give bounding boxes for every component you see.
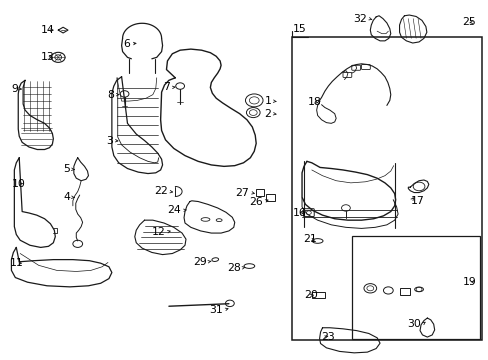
Text: 11: 11 [9,258,23,268]
Text: 4: 4 [63,192,70,202]
Text: 13: 13 [41,52,54,62]
Text: 32: 32 [353,14,366,24]
Text: 27: 27 [235,188,249,198]
Text: 24: 24 [167,206,181,216]
Bar [292,37,482,339]
Text: 31: 31 [208,305,222,315]
Text: 16: 16 [293,208,306,218]
Text: 8: 8 [107,90,114,100]
Text: 19: 19 [462,277,475,287]
Text: 14: 14 [41,25,54,35]
Text: 5: 5 [63,164,70,174]
Text: 30: 30 [407,319,420,329]
Text: 1: 1 [264,96,271,106]
Text: 17: 17 [409,196,423,206]
Text: 3: 3 [106,136,113,145]
Text: 20: 20 [304,291,317,301]
Text: 21: 21 [303,234,316,244]
Text: 29: 29 [192,257,206,267]
Bar [311,292,325,298]
Bar [351,236,479,338]
Text: 22: 22 [153,186,167,197]
Text: 9: 9 [11,84,18,94]
Text: 7: 7 [163,82,170,93]
Text: 23: 23 [321,332,335,342]
Text: 26: 26 [249,197,263,207]
Text: 10: 10 [11,179,25,189]
Bar [399,288,409,295]
Bar [255,189,264,196]
Text: 15: 15 [292,24,305,34]
Bar [265,194,274,201]
Text: 6: 6 [123,39,130,49]
Text: 25: 25 [462,17,475,27]
Text: 18: 18 [307,97,321,107]
Text: 2: 2 [264,109,271,119]
Text: 12: 12 [151,227,165,237]
Text: 28: 28 [226,263,240,273]
